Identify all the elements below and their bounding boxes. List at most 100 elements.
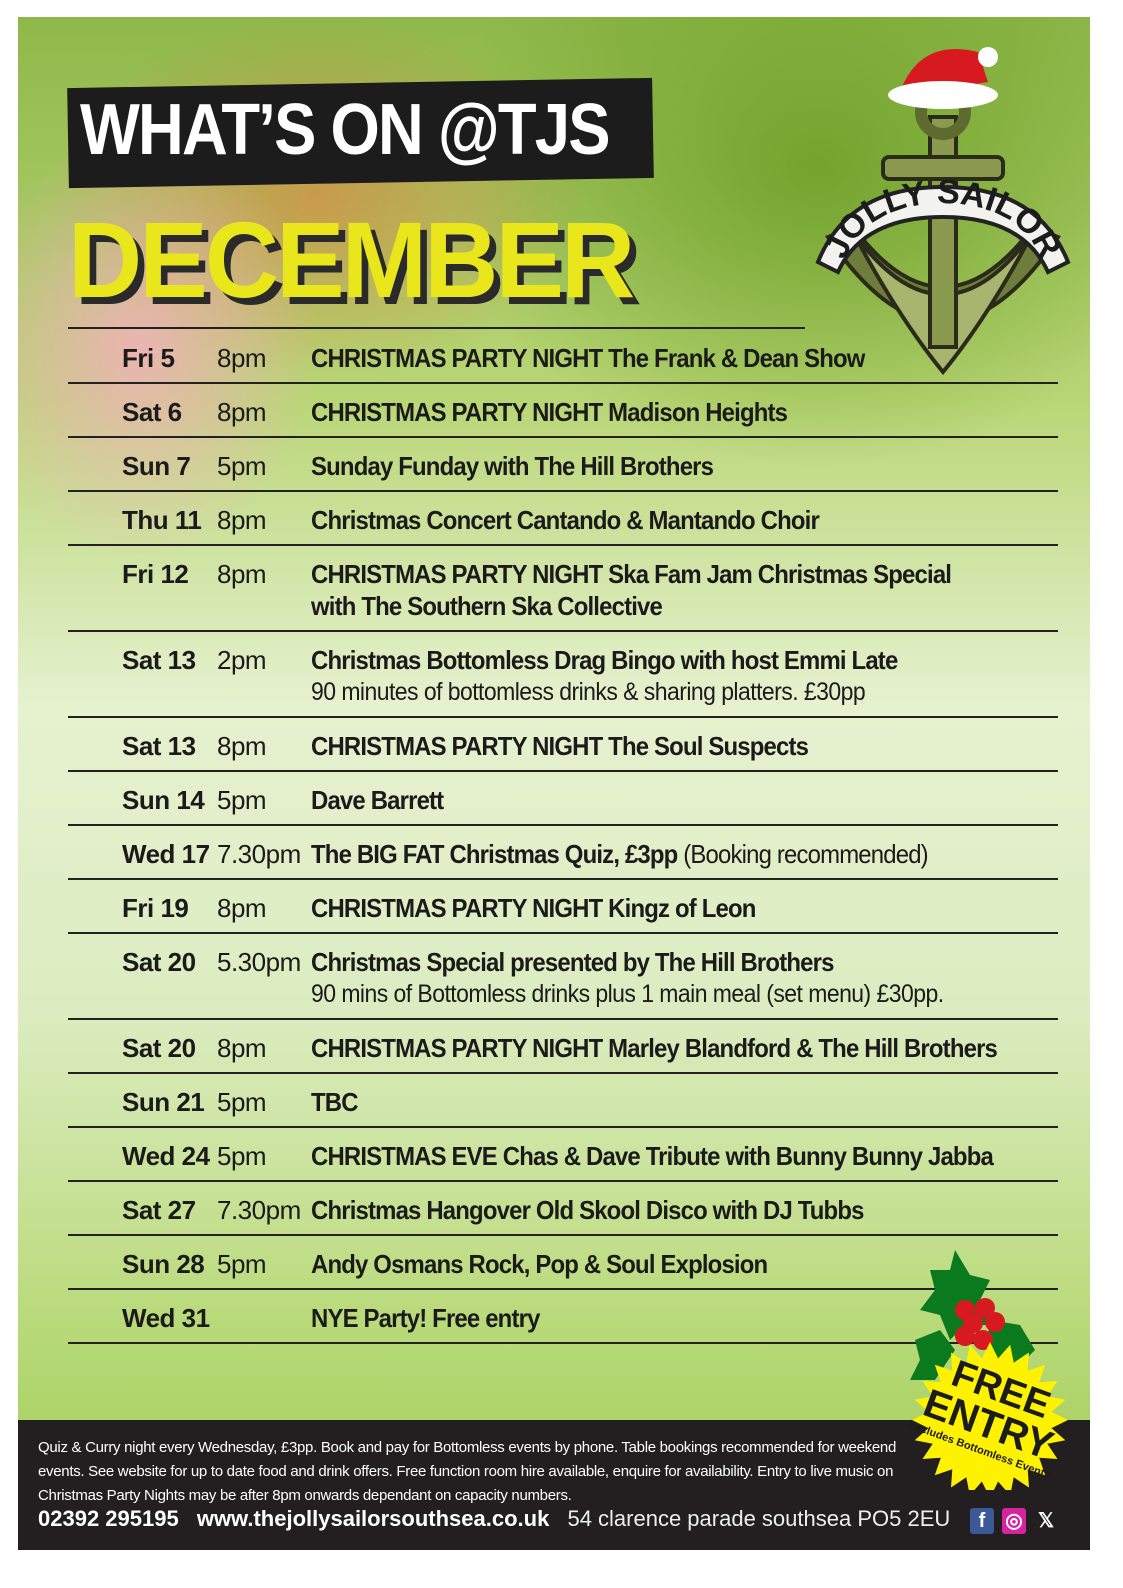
event-time: 5pm	[217, 1087, 267, 1117]
event-day: Sat 27	[122, 1195, 196, 1225]
event-details: CHRISTMAS PARTY NIGHT Madison Heights	[311, 396, 998, 428]
event-details: Sunday Funday with The Hill Brothers	[311, 450, 998, 482]
event-title: CHRISTMAS EVE Chas & Dave Tribute with B…	[311, 1141, 994, 1171]
event-row: Thu 11 8pm Christmas Concert Cantando & …	[68, 492, 1058, 546]
event-title: Christmas Concert Cantando & Mantando Ch…	[311, 505, 820, 535]
event-time: 8pm	[217, 559, 267, 589]
event-time: 8pm	[217, 893, 267, 923]
event-row: Sun 14 5pm Dave Barrett	[68, 772, 1058, 826]
event-title: Sunday Funday with The Hill Brothers	[311, 451, 714, 481]
event-details: CHRISTMAS PARTY NIGHT Marley Blandford &…	[311, 1032, 998, 1064]
event-row: Sat 13 8pm CHRISTMAS PARTY NIGHT The Sou…	[68, 718, 1058, 772]
event-details: Andy Osmans Rock, Pop & Soul Explosion	[311, 1248, 998, 1280]
event-day: Fri 12	[122, 559, 189, 589]
event-row: Wed 17 7.30pm The BIG FAT Christmas Quiz…	[68, 826, 1058, 880]
event-row: Wed 24 5pm CHRISTMAS EVE Chas & Dave Tri…	[68, 1128, 1058, 1182]
address: 54 clarence parade southsea PO5 2EU	[567, 1506, 951, 1531]
event-details: Christmas Bottomless Drag Bingo with hos…	[311, 644, 998, 708]
event-day: Wed 24	[122, 1141, 210, 1171]
instagram-icon[interactable]: ◎	[1002, 1508, 1026, 1534]
poster: WHAT’S ON @TJS DECEMBER JOLLY SAILOR Fri…	[18, 17, 1090, 1550]
event-row: Sat 27 7.30pm Christmas Hangover Old Sko…	[68, 1182, 1058, 1236]
event-details: Dave Barrett	[311, 784, 998, 816]
event-time: 5pm	[217, 785, 267, 815]
event-time: 5pm	[217, 1249, 267, 1279]
event-day: Sun 28	[122, 1249, 205, 1279]
event-row: Sat 20 8pm CHRISTMAS PARTY NIGHT Marley …	[68, 1020, 1058, 1074]
event-day: Sat 6	[122, 397, 182, 427]
social-links: f ◎ 𝕏	[970, 1508, 1058, 1534]
event-day: Sun 14	[122, 785, 205, 815]
event-row: Sat 20 5.30pm Christmas Special presente…	[68, 934, 1058, 1020]
event-time: 8pm	[217, 505, 267, 535]
footer: Quiz & Curry night every Wednesday, £3pp…	[18, 1420, 1090, 1550]
event-details: NYE Party! Free entry	[311, 1302, 998, 1334]
event-day: Sun 7	[122, 451, 191, 481]
event-day: Wed 17	[122, 839, 210, 869]
event-details: TBC	[311, 1086, 998, 1118]
event-title: The BIG FAT Christmas Quiz, £3pp	[311, 839, 678, 869]
event-row: Sat 6 8pm CHRISTMAS PARTY NIGHT Madison …	[68, 384, 1058, 438]
event-day: Sun 21	[122, 1087, 205, 1117]
event-day: Sat 13	[122, 645, 196, 675]
event-row: Fri 19 8pm CHRISTMAS PARTY NIGHT Kingz o…	[68, 880, 1058, 934]
event-row: Sun 21 5pm TBC	[68, 1074, 1058, 1128]
event-title: CHRISTMAS PARTY NIGHT The Soul Suspects	[311, 731, 809, 761]
event-time: 5pm	[217, 1141, 267, 1171]
event-time: 8pm	[217, 731, 267, 761]
event-row: Fri 5 8pm CHRISTMAS PARTY NIGHT The Fran…	[68, 330, 1058, 384]
event-details: CHRISTMAS EVE Chas & Dave Tribute with B…	[311, 1140, 998, 1172]
events-list: Fri 5 8pm CHRISTMAS PARTY NIGHT The Fran…	[68, 330, 1058, 1344]
event-title: Christmas Special presented by The Hill …	[311, 947, 834, 977]
event-title: CHRISTMAS PARTY NIGHT Marley Blandford &…	[311, 1033, 998, 1063]
event-time	[217, 1302, 311, 1334]
event-subtitle: 90 minutes of bottomless drinks & sharin…	[311, 678, 866, 706]
event-title: CHRISTMAS PARTY NIGHT Kingz of Leon	[311, 893, 756, 923]
event-details: CHRISTMAS PARTY NIGHT The Soul Suspects	[311, 730, 998, 762]
month-heading: DECEMBER	[68, 199, 635, 320]
footer-info: Quiz & Curry night every Wednesday, £3pp…	[38, 1439, 897, 1504]
event-time: 7.30pm	[217, 1195, 301, 1225]
event-time: 8pm	[217, 397, 267, 427]
event-day: Sat 13	[122, 731, 196, 761]
event-title: CHRISTMAS PARTY NIGHT Madison Heights	[311, 397, 788, 427]
event-note: (Booking recommended)	[677, 839, 928, 869]
x-icon[interactable]: 𝕏	[1034, 1508, 1058, 1534]
jolly-sailor-logo: JOLLY SAILOR	[815, 47, 1071, 376]
event-day: Wed 31	[122, 1303, 210, 1333]
page-title: WHAT’S ON @TJS	[80, 90, 611, 170]
event-day: Sat 20	[122, 947, 196, 977]
event-row: Wed 31 NYE Party! Free entry	[68, 1290, 1058, 1344]
event-time: 8pm	[217, 343, 267, 373]
free-entry-badge: FREE ENTRY Excludes Bottomless Events	[906, 1250, 1068, 1490]
event-details: CHRISTMAS PARTY NIGHT Ska Fam Jam Christ…	[311, 558, 998, 622]
phone-number[interactable]: 02392 295195	[38, 1506, 179, 1531]
event-day: Sat 20	[122, 1033, 196, 1063]
event-row: Fri 12 8pm CHRISTMAS PARTY NIGHT Ska Fam…	[68, 546, 1058, 632]
event-title: Dave Barrett	[311, 785, 444, 815]
event-row: Sun 7 5pm Sunday Funday with The Hill Br…	[68, 438, 1058, 492]
divider	[68, 327, 805, 329]
contact-line: 02392 295195 www.thejollysailorsouthsea.…	[38, 1506, 950, 1532]
event-title: TBC	[311, 1087, 359, 1117]
event-day: Fri 5	[122, 343, 175, 373]
event-time: 5pm	[217, 451, 267, 481]
website-link[interactable]: www.thejollysailorsouthsea.co.uk	[196, 1506, 550, 1531]
event-title: Andy Osmans Rock, Pop & Soul Explosion	[311, 1249, 768, 1279]
event-details: CHRISTMAS PARTY NIGHT The Frank & Dean S…	[311, 342, 998, 374]
event-time: 2pm	[217, 645, 267, 675]
event-details: Christmas Hangover Old Skool Disco with …	[311, 1194, 998, 1226]
event-subtitle: 90 mins of Bottomless drinks plus 1 main…	[311, 980, 944, 1008]
event-row: Sat 13 2pm Christmas Bottomless Drag Bin…	[68, 632, 1058, 718]
event-details: Christmas Special presented by The Hill …	[311, 946, 998, 1010]
event-title: CHRISTMAS PARTY NIGHT The Frank & Dean S…	[311, 343, 865, 373]
event-title: NYE Party! Free entry	[311, 1303, 540, 1333]
facebook-icon[interactable]: f	[970, 1508, 994, 1534]
event-time: 8pm	[217, 1033, 267, 1063]
event-title: CHRISTMAS PARTY NIGHT Ska Fam Jam Christ…	[311, 559, 952, 621]
event-details: CHRISTMAS PARTY NIGHT Kingz of Leon	[311, 892, 998, 924]
event-day: Fri 19	[122, 893, 189, 923]
event-title: Christmas Bottomless Drag Bingo with hos…	[311, 645, 898, 675]
event-title: Christmas Hangover Old Skool Disco with …	[311, 1195, 864, 1225]
event-row: Sun 28 5pm Andy Osmans Rock, Pop & Soul …	[68, 1236, 1058, 1290]
